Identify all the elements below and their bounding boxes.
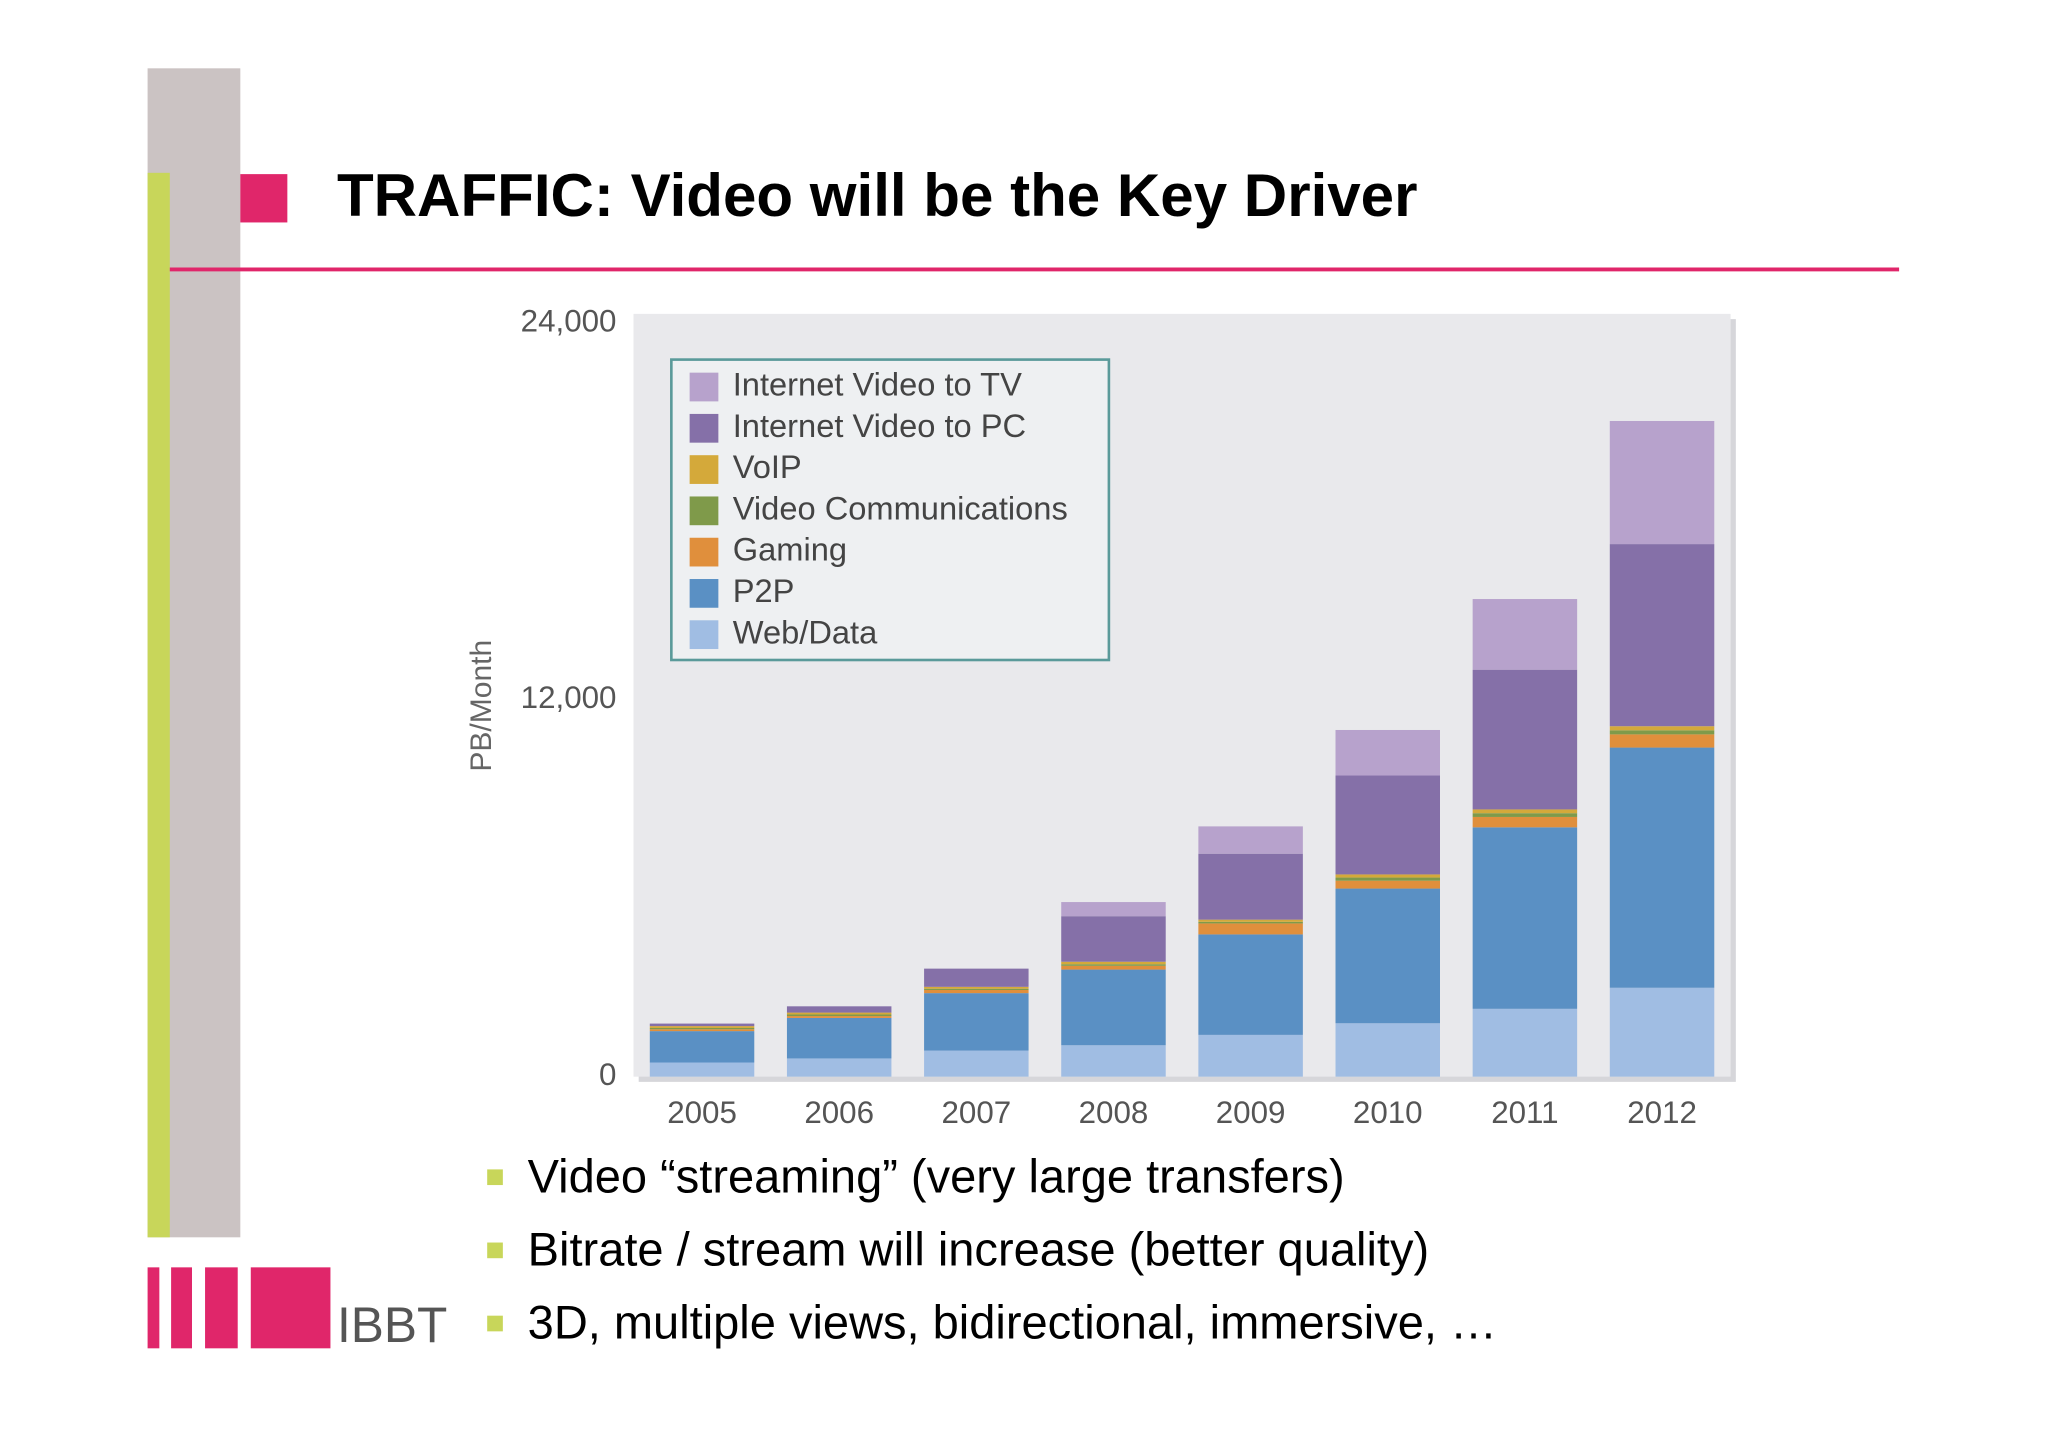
accent-bar	[147, 172, 170, 1238]
legend-swatch	[689, 537, 719, 567]
bar-segment	[1335, 775, 1440, 875]
bar-segment	[1335, 1023, 1440, 1077]
bar-segment	[1609, 420, 1715, 545]
bullet: Bitrate / stream will increase (better q…	[528, 1222, 1429, 1275]
legend-label: Video Communications	[733, 489, 1068, 526]
bar-segment	[786, 1058, 892, 1077]
bullet: 3D, multiple views, bidirectional, immer…	[528, 1296, 1497, 1349]
bar-segment	[1335, 729, 1440, 776]
y-tick-label: 24,000	[521, 303, 617, 338]
legend-swatch	[689, 579, 719, 608]
bar-segment	[1198, 826, 1303, 854]
x-tick-label: 2012	[1627, 1095, 1697, 1130]
bar-segment	[786, 1014, 892, 1017]
bar-segment	[1198, 934, 1303, 1035]
bar-segment	[1472, 813, 1578, 817]
bar-segment	[1335, 888, 1440, 1024]
bar-segment	[786, 1006, 892, 1013]
x-tick-label: 2006	[804, 1095, 874, 1130]
bar-segment	[1609, 726, 1715, 731]
logo-text: IBBT	[337, 1297, 447, 1353]
legend-label: VoIP	[733, 448, 802, 485]
legend-swatch	[689, 620, 719, 650]
legend-label: Internet Video to TV	[733, 366, 1022, 403]
bar-segment	[649, 1027, 755, 1030]
bar-segment	[1609, 987, 1715, 1077]
x-tick-label: 2010	[1353, 1095, 1423, 1130]
bar-segment	[1472, 816, 1578, 828]
slide-title: TRAFFIC: Video will be the Key Driver	[337, 162, 1418, 229]
bullet-marker	[487, 1242, 503, 1259]
bullets: Video “streaming” (very large transfers)…	[487, 1149, 1497, 1349]
bar-segment	[1609, 730, 1715, 735]
bar-segment	[1472, 669, 1578, 810]
y-axis-label: PB/Month	[465, 640, 498, 772]
bar-segment	[1335, 874, 1440, 878]
bar-segment	[649, 1062, 755, 1077]
bar-segment	[1609, 747, 1715, 988]
legend-label: Internet Video to PC	[733, 407, 1026, 444]
bar-segment	[649, 1026, 755, 1028]
logo-bars	[147, 1267, 331, 1349]
bar-segment	[1472, 599, 1578, 670]
bar-segment	[1198, 923, 1303, 935]
x-tick-label: 2007	[941, 1095, 1011, 1130]
bullet: Video “streaming” (very large transfers)	[528, 1149, 1345, 1202]
bar-segment	[924, 993, 1029, 1051]
bar-segment	[1198, 853, 1303, 920]
bar-segment	[1061, 916, 1166, 962]
legend-label: Gaming	[733, 531, 847, 568]
bar-segment	[1609, 734, 1715, 748]
bar-segment	[786, 1012, 892, 1015]
bar-segment	[924, 988, 1029, 990]
bar-segment	[1472, 1008, 1578, 1077]
bar-segment	[649, 1031, 755, 1063]
y-tick-label: 0	[599, 1057, 616, 1092]
bar-segment	[1198, 921, 1303, 924]
bar-segment	[1198, 919, 1303, 922]
bar-segment	[924, 989, 1029, 994]
x-tick-label: 2005	[667, 1095, 737, 1130]
title-marker	[240, 174, 288, 223]
bar-segment	[924, 986, 1029, 989]
bar-segment	[1198, 1034, 1303, 1077]
bar-segment	[1335, 877, 1440, 881]
x-tick-label: 2011	[1491, 1095, 1558, 1130]
bar-segment	[1061, 1045, 1166, 1077]
bar-segment	[649, 1023, 755, 1027]
bar-segment	[924, 1050, 1029, 1077]
bar-segment	[786, 1016, 892, 1018]
bullet-marker	[487, 1169, 503, 1186]
legend-swatch	[689, 496, 719, 526]
bar-segment	[1472, 827, 1578, 1009]
bar-segment	[1061, 965, 1166, 970]
bar-segment	[1335, 880, 1440, 889]
legend-swatch	[689, 372, 719, 402]
bar-segment	[649, 1029, 755, 1032]
legend-swatch	[689, 455, 719, 484]
x-tick-label: 2009	[1216, 1095, 1286, 1130]
bar-segment	[786, 1017, 892, 1059]
bar-segment	[1061, 969, 1166, 1046]
bar-segment	[1061, 964, 1166, 966]
bar-segment	[924, 968, 1029, 987]
bullet-marker	[487, 1315, 503, 1332]
bar-segment	[1061, 961, 1166, 965]
bar-segment	[1472, 809, 1578, 814]
bar-segment	[1609, 544, 1715, 727]
legend-label: P2P	[733, 572, 795, 609]
legend-swatch	[689, 413, 719, 443]
y-tick-label: 12,000	[521, 680, 617, 715]
legend-label: Web/Data	[733, 613, 878, 650]
x-tick-label: 2008	[1079, 1095, 1149, 1130]
legend	[670, 358, 1111, 662]
bar-segment	[1061, 902, 1166, 917]
